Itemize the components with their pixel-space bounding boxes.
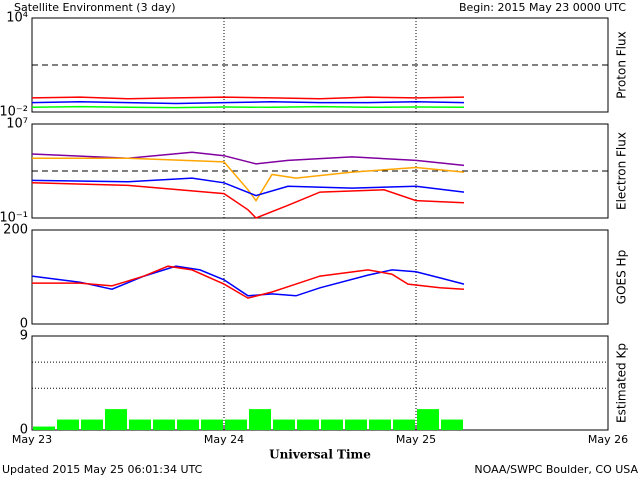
bar [297,419,319,430]
data-line [31,105,465,109]
x-tick-label: May 24 [204,433,244,446]
bar [393,419,415,430]
bar [57,419,79,430]
y-tick-label: 9 [20,329,28,344]
x-tick-label: May 26 [588,433,628,446]
bar [249,409,271,430]
panel-frame [31,123,609,219]
bar [81,419,103,430]
y-axis-label: Proton Flux [615,31,629,98]
y-tick-label: 0 [20,317,28,332]
bar [321,419,343,430]
bar [129,419,151,430]
chart-title: Satellite Environment (3 day) [14,1,176,14]
y-tick-label: 0 [20,423,28,438]
bar [177,419,199,430]
y-axis-label: GOES Hp [615,250,629,304]
bar [417,409,439,430]
bar [369,419,391,430]
x-axis-label: Universal Time [269,448,371,462]
bar [201,419,223,430]
y-tick-label: 10⁴ [6,11,28,26]
y-axis-label: Electron Flux [615,132,629,210]
bar [225,419,247,430]
bar [441,419,463,430]
updated: Updated 2015 May 25 06:01:34 UTC [2,463,203,476]
data-line [32,157,465,202]
credit: NOAA/SWPC Boulder, CO USA [474,463,638,476]
y-tick-label: 200 [3,223,28,238]
y-tick-label: 10⁻² [0,105,28,120]
x-tick-label: May 25 [396,433,436,446]
bar [105,409,127,430]
bar [153,419,175,430]
bar [345,419,367,430]
data-line [31,151,465,167]
data-line [32,265,465,299]
data-line [31,177,465,197]
bar [33,426,55,430]
data-line [31,101,465,105]
y-axis-label: Estimated Kp [615,343,629,423]
data-line [31,265,465,297]
bar [273,419,295,430]
y-tick-label: 10⁻¹ [0,211,28,226]
begin-time: Begin: 2015 May 23 0000 UTC [459,1,626,14]
y-tick-label: 10⁷ [6,117,28,132]
data-line [31,182,465,219]
panel-frame [31,229,609,325]
x-tick-label: May 23 [12,433,52,446]
data-line [31,96,465,100]
